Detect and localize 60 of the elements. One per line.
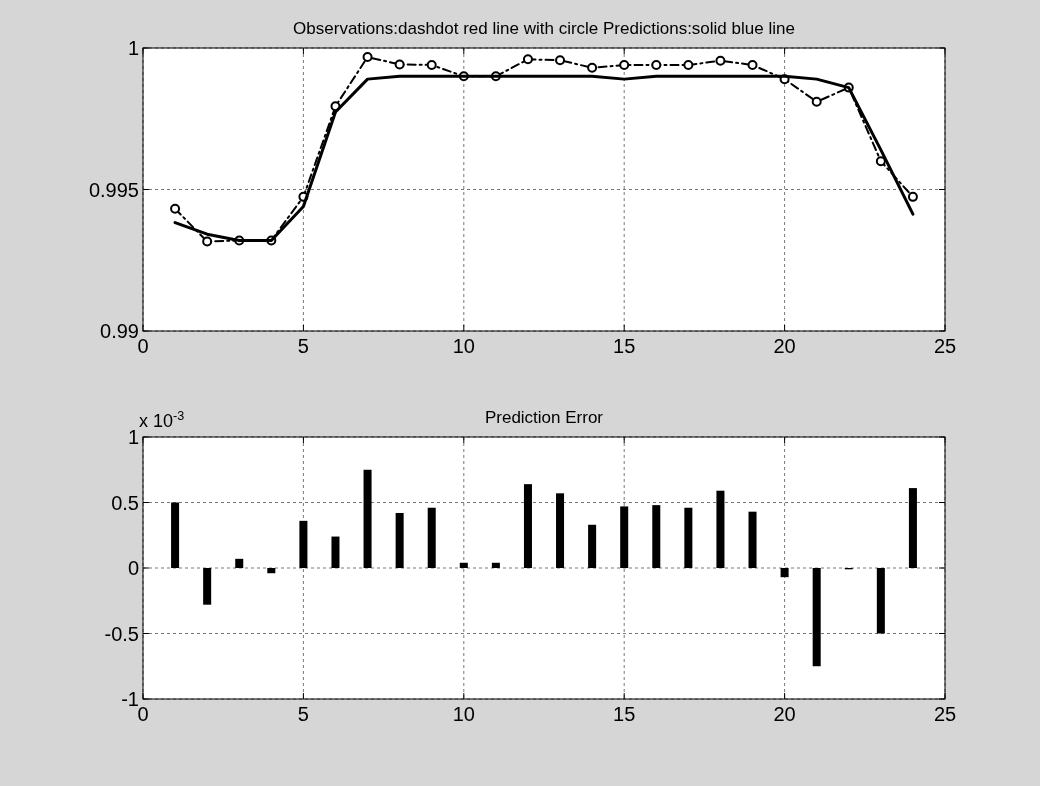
y-tick-label: 1 xyxy=(127,426,139,448)
x-tick-label: 25 xyxy=(933,335,957,357)
point xyxy=(715,55,726,66)
point xyxy=(522,54,533,65)
x-tick-label: 20 xyxy=(773,335,796,357)
bar xyxy=(459,562,468,568)
text: x 10$^{-3}$ xyxy=(139,409,185,431)
bar xyxy=(363,469,372,568)
x-tick-label: 5 xyxy=(297,335,309,357)
point xyxy=(587,62,598,73)
x-tick-label: 20 xyxy=(773,703,796,725)
point xyxy=(875,156,886,167)
y-tick-label: 1 xyxy=(127,37,139,59)
bar xyxy=(171,502,180,568)
bar xyxy=(299,520,308,568)
bar xyxy=(748,511,757,568)
bar xyxy=(780,568,789,578)
y-tick-label: -1 xyxy=(121,688,139,710)
point xyxy=(394,59,405,70)
point xyxy=(202,236,213,247)
bar xyxy=(235,558,244,568)
bar xyxy=(395,512,404,568)
y-tick-label: 0.995 xyxy=(88,178,139,201)
point xyxy=(170,203,181,214)
bar xyxy=(427,507,436,568)
bar xyxy=(716,490,725,568)
bar xyxy=(588,524,597,568)
point xyxy=(747,59,758,70)
y-tick-label: 0.5 xyxy=(111,491,139,514)
y-tick-label: -0.5 xyxy=(104,622,139,645)
point xyxy=(362,52,373,63)
x-tick-label: 15 xyxy=(613,703,636,725)
bar xyxy=(331,536,340,568)
bar xyxy=(620,506,629,568)
chart-title: Observations:dashdot red line with circle Predictions:solid blue line xyxy=(293,19,795,38)
x-tick-label: 15 xyxy=(613,335,636,357)
point xyxy=(426,59,437,70)
point xyxy=(811,96,822,107)
chart-title: Prediction Error xyxy=(484,408,604,427)
bar xyxy=(652,505,661,568)
bar xyxy=(491,562,500,568)
bar xyxy=(523,484,532,568)
x-tick-label: 5 xyxy=(297,703,309,725)
bar xyxy=(556,493,565,568)
y-tick-label: 0.99 xyxy=(100,320,139,342)
x-tick-label: 25 xyxy=(933,703,957,725)
bar xyxy=(812,568,821,667)
bar xyxy=(267,568,276,574)
point xyxy=(683,59,694,70)
bar xyxy=(684,507,693,568)
bar xyxy=(203,568,212,605)
y-tick-label: 0 xyxy=(127,557,139,579)
x-tick-label: 10 xyxy=(452,335,475,357)
bar xyxy=(876,568,885,634)
bar xyxy=(908,488,917,568)
point xyxy=(651,59,662,70)
point xyxy=(555,55,566,66)
point xyxy=(907,191,918,202)
point xyxy=(619,59,630,70)
x-tick-label: 10 xyxy=(452,703,475,725)
